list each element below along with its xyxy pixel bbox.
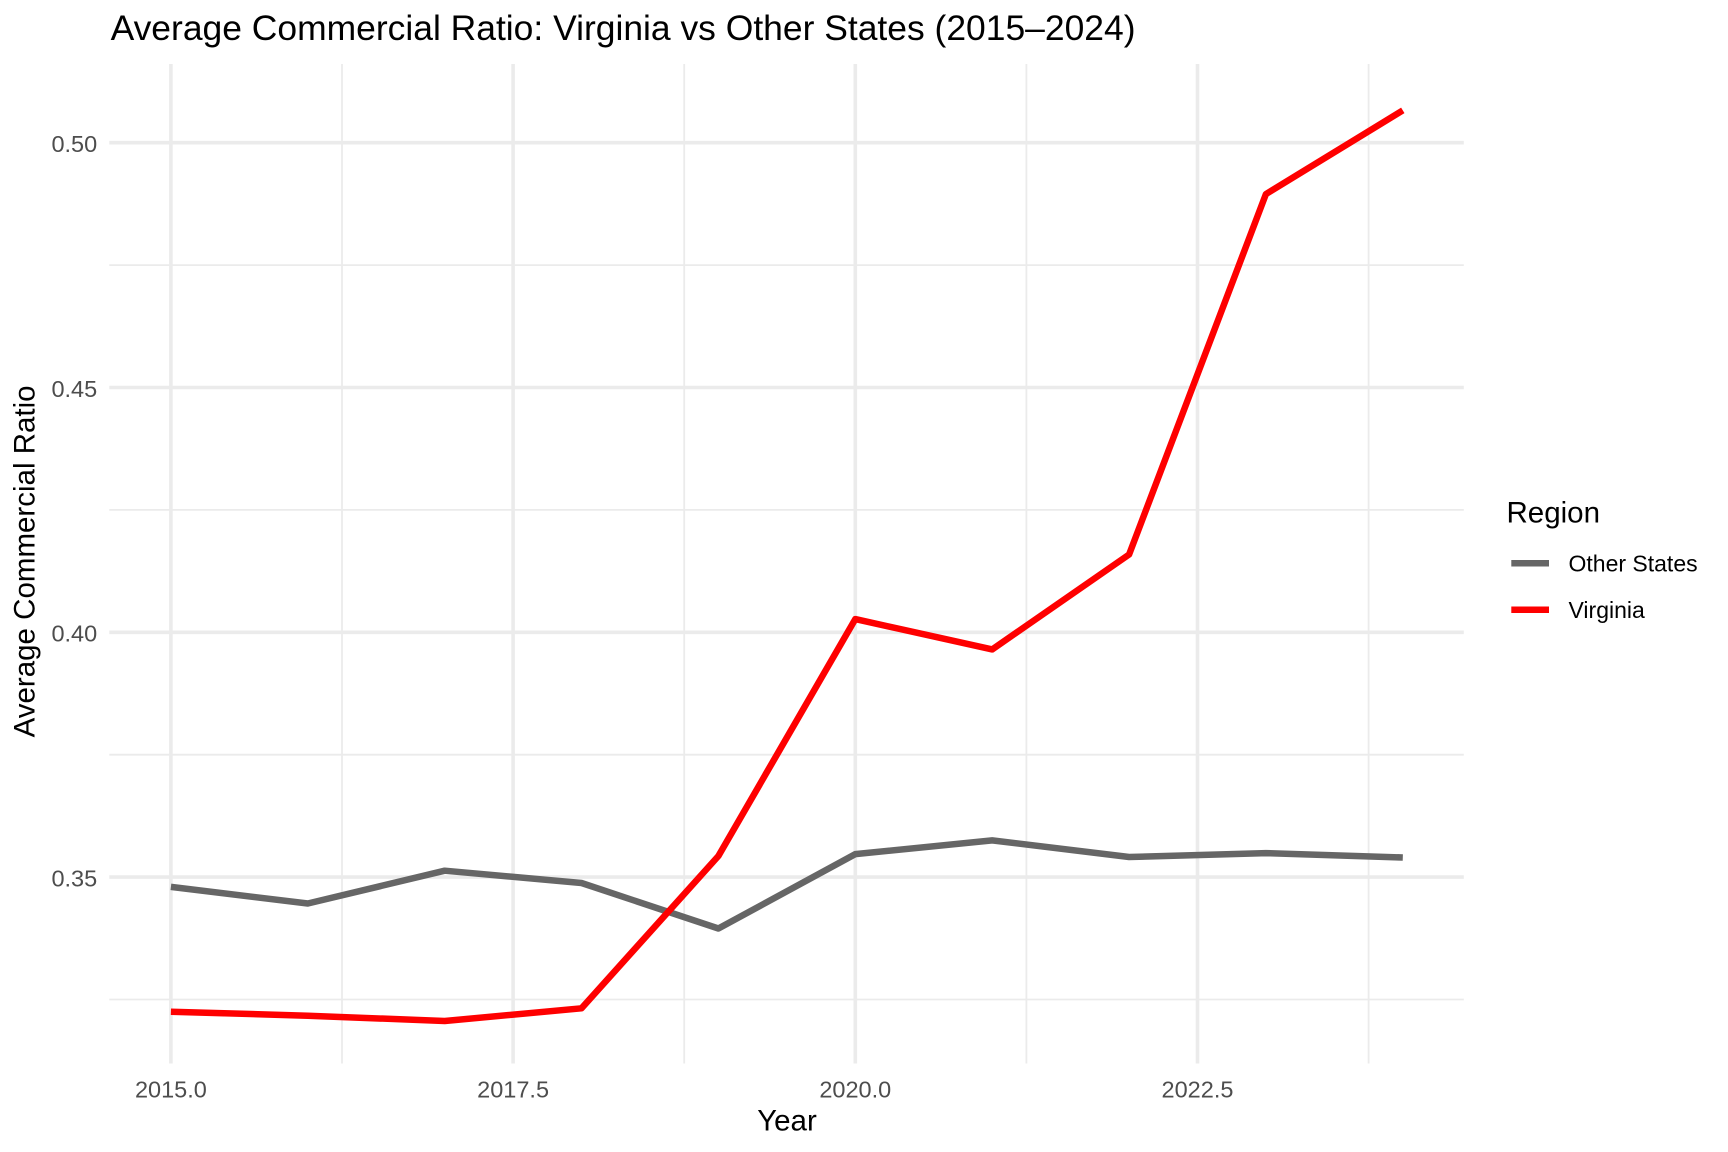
svg-text:Other States: Other States [1569,551,1698,577]
svg-text:2015.0: 2015.0 [135,1077,207,1103]
svg-text:0.35: 0.35 [51,865,97,891]
svg-text:Average Commercial Ratio: Average Commercial Ratio [9,385,42,737]
svg-text:Region: Region [1507,496,1600,529]
svg-text:Year: Year [757,1104,817,1137]
svg-text:2022.5: 2022.5 [1162,1077,1234,1103]
svg-text:0.50: 0.50 [51,131,97,157]
svg-text:Average Commercial Ratio: Virg: Average Commercial Ratio: Virginia vs Ot… [111,8,1136,48]
svg-text:0.40: 0.40 [51,621,97,647]
svg-text:2017.5: 2017.5 [477,1077,549,1103]
svg-text:Virginia: Virginia [1569,597,1645,623]
svg-text:0.45: 0.45 [51,376,97,402]
svg-text:2020.0: 2020.0 [819,1077,891,1103]
